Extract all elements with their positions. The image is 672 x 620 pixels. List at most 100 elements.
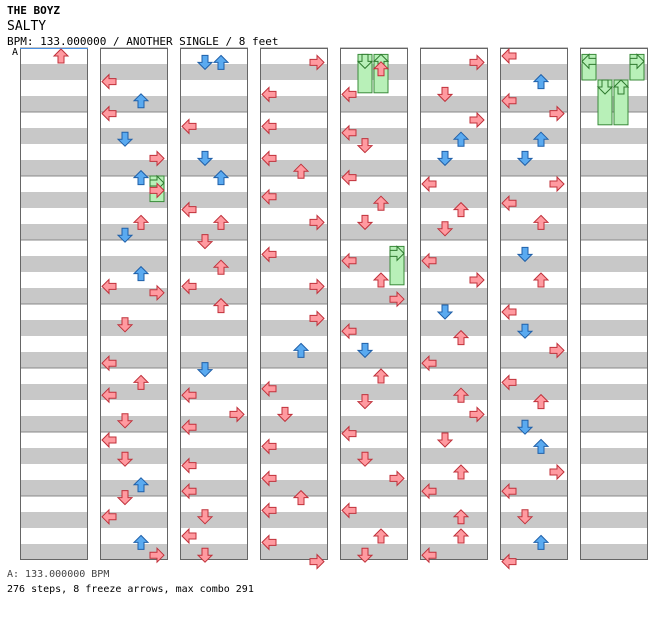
step-arrow [101, 354, 117, 372]
step-arrow [356, 547, 374, 563]
step-arrow [549, 342, 565, 359]
step-arrow [549, 463, 565, 481]
beat-stripe [180, 544, 248, 560]
beat-stripe [180, 512, 248, 528]
step-arrow [101, 278, 117, 295]
beat-stripe [260, 512, 328, 528]
beat-stripe [580, 256, 648, 272]
beat-stripe [420, 384, 488, 400]
step-arrow [389, 470, 405, 487]
beat-stripe [260, 160, 328, 176]
step-arrow [132, 374, 150, 390]
beat-stripe [100, 96, 168, 112]
beat-stripe [420, 352, 488, 368]
beat-stripe [260, 112, 328, 128]
beat-stripe [500, 160, 568, 176]
freeze-head [389, 245, 405, 262]
beat-stripe [100, 480, 168, 496]
beat-stripe [420, 80, 488, 96]
step-arrow [356, 451, 374, 467]
step-arrow [452, 528, 470, 544]
step-arrow [132, 477, 150, 493]
beat-stripe [340, 384, 408, 400]
beat-stripe [340, 352, 408, 368]
step-arrow [261, 438, 277, 455]
beat-stripe [580, 304, 648, 320]
beat-stripe [260, 368, 328, 384]
step-arrow [436, 432, 454, 448]
step-arrow [516, 246, 534, 263]
beat-stripe [340, 144, 408, 160]
freeze-head [356, 53, 374, 70]
beat-stripe [500, 464, 568, 480]
beat-stripe [420, 544, 488, 560]
step-arrow [181, 386, 197, 404]
beat-stripe [20, 208, 88, 224]
step-arrow [452, 509, 470, 525]
song-title: SALTY [7, 19, 47, 34]
beat-stripe [260, 80, 328, 96]
step-arrow [116, 451, 134, 467]
beat-stripe [260, 496, 328, 512]
beat-stripe [100, 80, 168, 96]
beat-stripe [500, 288, 568, 304]
beat-stripe [340, 128, 408, 144]
step-arrow [309, 553, 325, 570]
step-arrow [261, 502, 277, 519]
beat-stripe [420, 144, 488, 160]
step-arrow [372, 528, 390, 544]
beat-stripe [500, 448, 568, 464]
step-arrow [341, 425, 357, 442]
beat-stripe [180, 432, 248, 448]
beat-stripe [420, 288, 488, 304]
beat-stripe [20, 192, 88, 208]
beat-stripe [420, 304, 488, 320]
beat-stripe [500, 128, 568, 144]
beat-stripe [260, 256, 328, 272]
step-arrow [372, 61, 390, 77]
beat-stripe [20, 432, 88, 448]
step-arrow [261, 470, 277, 487]
beat-stripe [100, 272, 168, 288]
beat-stripe [340, 192, 408, 208]
beat-stripe [100, 496, 168, 512]
beat-stripe [260, 64, 328, 80]
beat-stripe [260, 464, 328, 480]
beat-stripe [260, 224, 328, 240]
beat-stripe [20, 240, 88, 256]
beat-stripe [260, 384, 328, 400]
step-arrow [532, 438, 550, 454]
beat-stripe [20, 496, 88, 512]
beat-stripe [260, 240, 328, 256]
beat-stripe [100, 160, 168, 176]
step-arrow [101, 508, 117, 526]
chart-column [20, 47, 88, 560]
beat-stripe [180, 528, 248, 544]
beat-stripe [500, 144, 568, 160]
beat-stripe [340, 480, 408, 496]
step-arrow [261, 86, 277, 103]
chart-column [500, 47, 568, 560]
beat-stripe [100, 64, 168, 80]
step-arrow [116, 131, 134, 147]
beat-stripe [20, 352, 88, 368]
step-arrow [116, 413, 134, 429]
step-arrow [116, 317, 134, 333]
step-arrow [261, 118, 277, 135]
step-arrow [452, 131, 470, 147]
step-arrow [452, 387, 470, 403]
step-arrow [372, 368, 390, 384]
step-arrow [469, 406, 485, 423]
beat-stripe [500, 528, 568, 544]
beat-stripe [260, 320, 328, 336]
beat-stripe [180, 448, 248, 464]
beat-stripe [260, 96, 328, 112]
step-arrow [469, 111, 485, 129]
bpm-marker-label: A [12, 47, 19, 58]
step-arrow [132, 93, 150, 109]
step-arrow [212, 54, 230, 70]
step-arrow [501, 374, 517, 391]
freeze-head [612, 79, 630, 95]
beat-stripe [500, 416, 568, 432]
beat-stripe [100, 112, 168, 128]
